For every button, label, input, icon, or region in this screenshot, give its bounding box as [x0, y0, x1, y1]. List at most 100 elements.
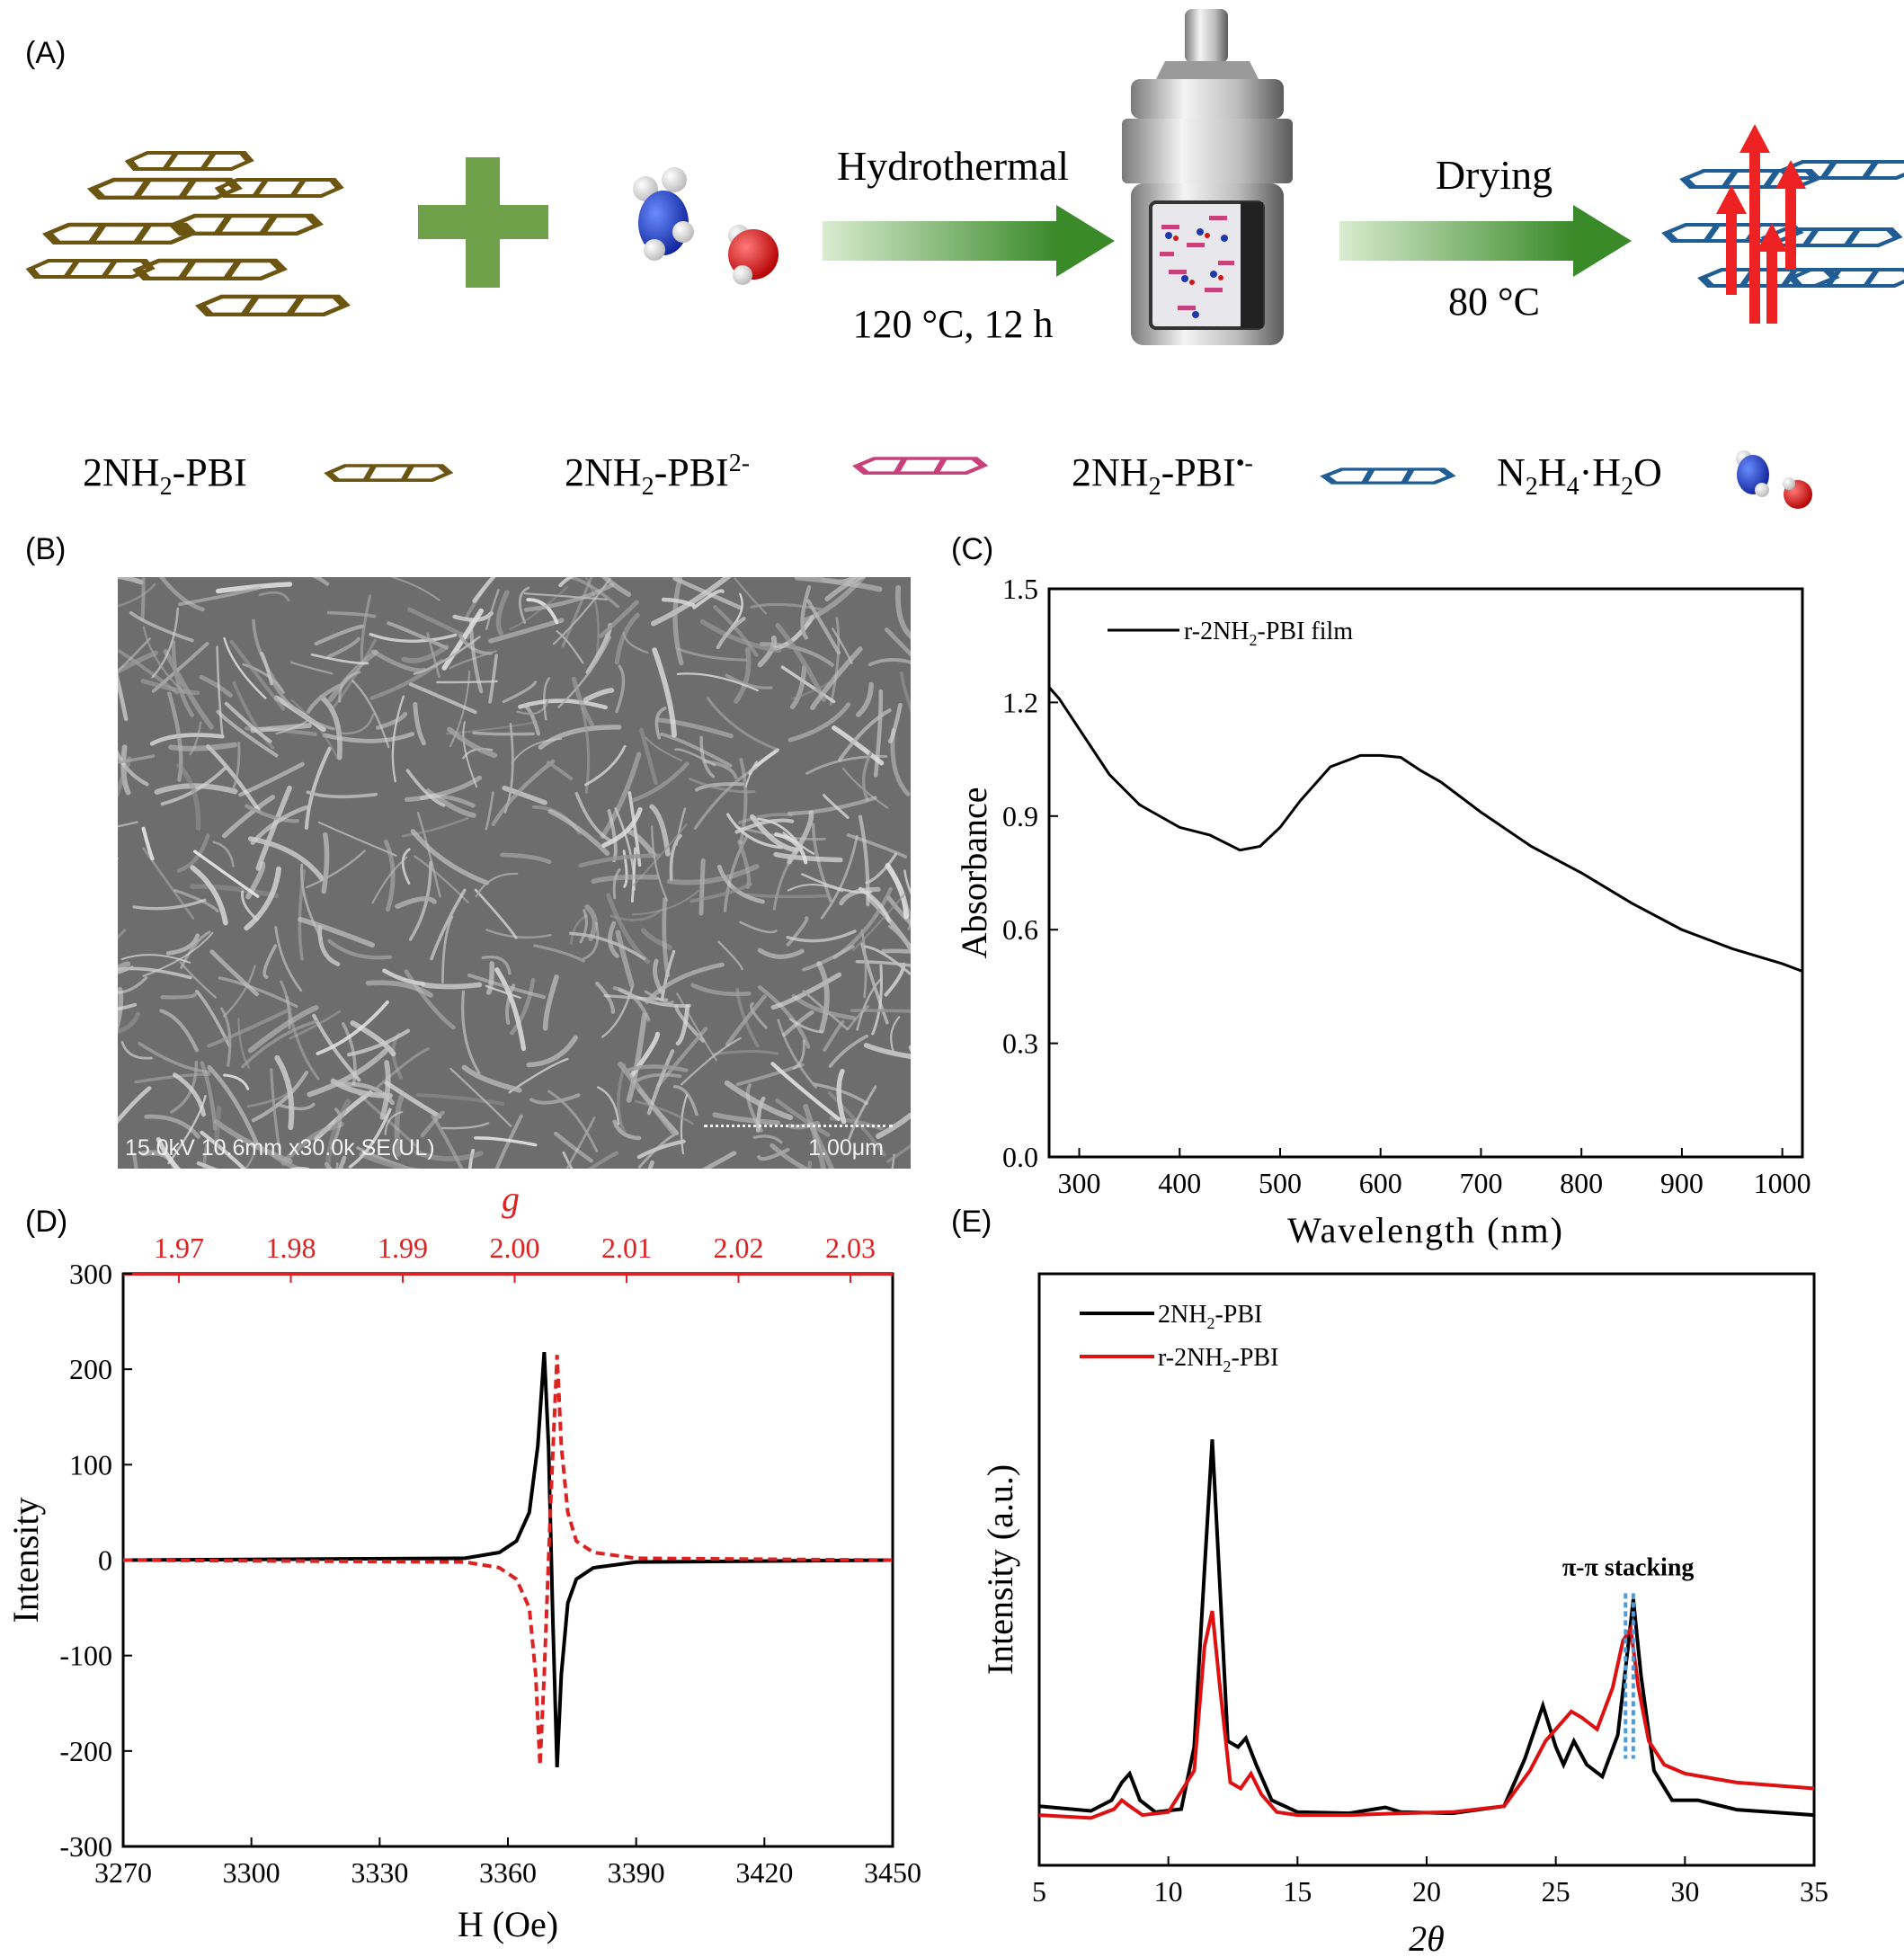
sem-fiber [341, 713, 375, 735]
sem-fiber [118, 672, 129, 722]
sem-fiber [820, 834, 859, 920]
sem-fiber [510, 977, 536, 1036]
sem-fiber [523, 592, 608, 600]
x-tick-label: 300 [1058, 1167, 1101, 1199]
sem-fiber [861, 751, 873, 802]
sem-fiber [241, 1019, 318, 1069]
sem-fiber [612, 867, 621, 900]
sem-fiber [816, 961, 830, 1034]
top-tick-label: 2.02 [714, 1232, 764, 1264]
sem-fiber [365, 980, 433, 998]
sem-fiber [167, 1094, 207, 1165]
sem-fiber [519, 586, 530, 624]
sem-fiber [584, 744, 627, 787]
sem-fiber [298, 916, 375, 948]
sem-fiber [118, 583, 156, 608]
sem-fiber [410, 829, 490, 885]
sem-fiber [698, 858, 706, 916]
sem-fiber [617, 1063, 627, 1134]
y-tick-label: 0.0 [1002, 1141, 1038, 1173]
sem-fiber [326, 636, 360, 659]
sem-fiber [158, 577, 205, 612]
x-tick-label: 600 [1359, 1167, 1402, 1199]
sem-fiber [579, 909, 588, 944]
sem-fiber [848, 1085, 877, 1141]
sem-fiber [724, 1080, 794, 1121]
y-tick-label: 0.9 [1002, 800, 1038, 832]
sem-fiber [165, 933, 200, 956]
sem-fiber [419, 794, 476, 808]
sem-fiber [553, 1131, 593, 1163]
sem-fiber [118, 961, 131, 971]
sem-fiber [782, 832, 815, 855]
sem-fiber [770, 972, 842, 1010]
sem-fiber [222, 965, 256, 1018]
sem-fiber [511, 737, 563, 765]
sem-fiber [725, 994, 767, 1047]
sem-fiber [693, 766, 758, 830]
autoclave-reactor-icon [1122, 9, 1293, 345]
sem-fiber [867, 657, 911, 667]
sem-fiber [245, 804, 300, 823]
sem-fiber [414, 855, 469, 903]
sem-fiber [244, 866, 281, 931]
sem-fiber [786, 930, 857, 943]
sem-fiber [474, 1136, 538, 1147]
top-tick-label: 1.97 [154, 1232, 204, 1264]
sem-fiber [850, 1009, 911, 1013]
top-tick-label: 2.00 [490, 1232, 540, 1264]
legend-label-1: r-2NH2-PBI [1158, 1344, 1278, 1375]
sem-fiber [672, 577, 684, 666]
sem-fiber [251, 1071, 309, 1123]
sem-fiber [706, 697, 779, 752]
sem-fiber [179, 960, 217, 999]
sem-fiber [695, 782, 744, 792]
sem-fiber [468, 618, 484, 694]
sem-fiber [547, 761, 574, 781]
sem-fiber [734, 646, 752, 704]
sem-fiber [569, 931, 646, 961]
sem-fiber [318, 821, 397, 857]
sem-fiber [657, 717, 734, 739]
sem-fiber [499, 852, 552, 865]
sem-fiber [231, 742, 241, 791]
sem-fiber [322, 732, 415, 743]
sem-fiber [401, 848, 411, 885]
sem-fiber [690, 882, 752, 903]
sem-fiber [681, 1036, 742, 1086]
panel-label-d: (D) [25, 1205, 68, 1239]
sem-fiber [888, 925, 911, 955]
drying-arrow [1339, 205, 1632, 277]
sem-fiber [436, 680, 498, 684]
sem-fiber [223, 636, 267, 699]
x-tick-label: 3390 [608, 1856, 665, 1889]
legend-neutral-icon [325, 466, 453, 480]
sem-fiber [384, 1110, 404, 1135]
x-tick-label: 3450 [864, 1856, 921, 1889]
sem-fiber [274, 926, 303, 992]
hydrazine-molecule-icon [633, 167, 694, 261]
sem-fiber [258, 591, 290, 602]
x-tick-label: 30 [1670, 1875, 1699, 1908]
sem-fiber [800, 584, 812, 640]
sem-fiber [260, 651, 273, 686]
y-tick-label: -200 [59, 1735, 112, 1767]
sem-fiber [462, 721, 478, 788]
sem-fiber [172, 1072, 206, 1117]
sem-fiber [481, 955, 512, 975]
top-tick-label: 2.03 [825, 1232, 876, 1264]
sem-fiber [788, 1018, 824, 1034]
sem-fiber [330, 1078, 393, 1099]
sem-fiber [653, 958, 664, 995]
sem-fiber [206, 744, 262, 814]
sem-fiber [306, 790, 378, 799]
sem-fiber [163, 648, 214, 730]
sem-fiber [823, 794, 850, 819]
sem-fiber [229, 639, 286, 711]
sem-fiber [348, 1107, 392, 1169]
sem-fiber [552, 577, 611, 645]
x-tick-label: 35 [1800, 1875, 1828, 1908]
sem-fiber [651, 825, 669, 902]
sem-fiber [171, 640, 194, 717]
